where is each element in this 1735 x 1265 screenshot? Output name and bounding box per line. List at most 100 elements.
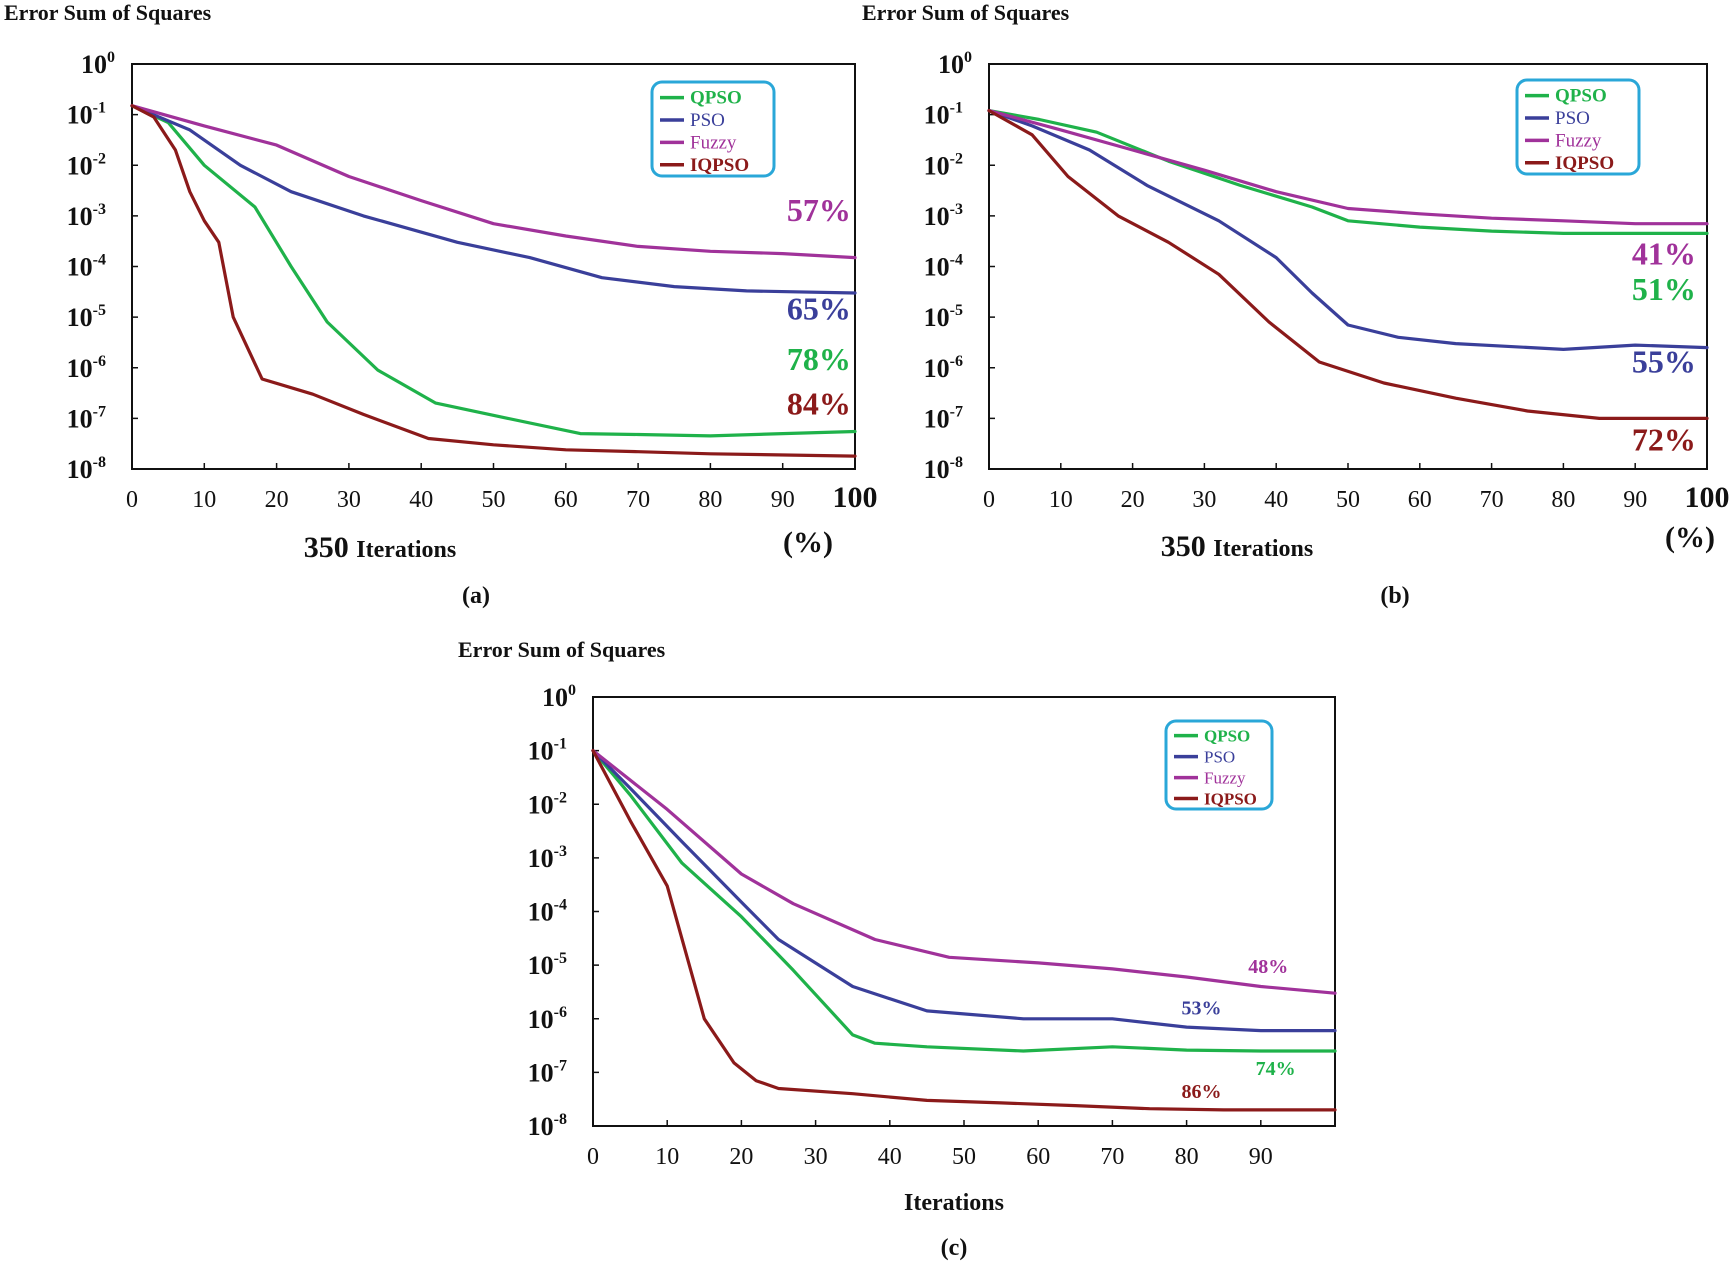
series-line-pso xyxy=(591,748,1337,1033)
y-tick-label: 10-2 xyxy=(67,150,106,180)
legend-label-pso: PSO xyxy=(690,110,725,131)
y-axis-label: Error Sum of Squares xyxy=(4,0,212,25)
x-tick-label: 100 xyxy=(1685,481,1730,514)
y-tick-label: 10-8 xyxy=(67,454,106,484)
y-tick-label: 10-3 xyxy=(67,201,106,231)
legend-label-iqpso: IQPSO xyxy=(1555,153,1614,174)
y-tick-label: 10-2 xyxy=(924,150,963,180)
annotation-iqpso: 72% xyxy=(1632,422,1696,458)
x-tick-label: 0 xyxy=(587,1144,599,1170)
x-tick-label: 60 xyxy=(1408,487,1432,513)
series-line-iqpso xyxy=(591,748,1337,1112)
y-tick-label: 10-1 xyxy=(67,100,106,130)
annotation-fuzzy: 41% xyxy=(1632,235,1696,271)
series-line-pso xyxy=(987,108,1709,351)
y-tick-label: 10-6 xyxy=(924,353,963,383)
annotation-fuzzy: 48% xyxy=(1248,956,1288,978)
x-tick-label: 10 xyxy=(1049,487,1073,513)
y-tick-label: 10-1 xyxy=(924,100,963,130)
y-tick-label: 10-6 xyxy=(528,1004,567,1034)
y-tick-label: 10-8 xyxy=(924,454,963,484)
legend-label-fuzzy: Fuzzy xyxy=(1555,130,1602,151)
y-tick-label: 10-5 xyxy=(924,302,963,332)
y-tick-label: 10-7 xyxy=(924,403,963,433)
x-tick-label: 10 xyxy=(192,487,216,513)
y-tick-label: 10-2 xyxy=(528,789,567,819)
y-axis-label: Error Sum of Squares xyxy=(862,0,1070,25)
y-tick-label: 10-5 xyxy=(67,302,106,332)
x-tick-label: 40 xyxy=(409,487,433,513)
x-tick-label: 70 xyxy=(1480,487,1504,513)
x-tick-label: 100 xyxy=(833,481,878,514)
x-axis-label: Iterations xyxy=(904,1190,1004,1216)
annotation-fuzzy: 57% xyxy=(787,192,851,228)
legend-box xyxy=(1515,78,1641,176)
x-tick-label: 30 xyxy=(337,487,361,513)
y-tick-label: 10-7 xyxy=(528,1057,567,1087)
x-tick-label: 50 xyxy=(1336,487,1360,513)
x-tick-label: 80 xyxy=(1551,487,1575,513)
annotation-qpso: 51% xyxy=(1632,271,1696,307)
legend-label-fuzzy: Fuzzy xyxy=(1204,769,1246,788)
y-tick-label: 10-6 xyxy=(67,353,106,383)
x-tick-label: 20 xyxy=(729,1144,753,1170)
series-line-iqpso xyxy=(130,104,857,458)
x-tick-label: 20 xyxy=(265,487,289,513)
y-tick-label: 10-4 xyxy=(924,252,963,282)
panel-b: Error Sum of Squares10010-110-210-310-41… xyxy=(862,0,1730,609)
y-tick-label: 100 xyxy=(81,49,115,79)
annotation-pso: 53% xyxy=(1181,998,1221,1020)
legend-label-iqpso: IQPSO xyxy=(1204,790,1257,809)
x-tick-label: 70 xyxy=(626,487,650,513)
y-tick-label: 10-8 xyxy=(528,1111,567,1141)
x-tick-label: 0 xyxy=(983,487,995,513)
x-tick-label: 50 xyxy=(482,487,506,513)
series-line-iqpso xyxy=(987,108,1709,420)
annotation-qpso: 74% xyxy=(1256,1058,1296,1080)
panel-a: Error Sum of Squares10010-110-210-310-41… xyxy=(4,0,878,609)
x-tick-label: 90 xyxy=(1249,1144,1273,1170)
x-tick-label: 90 xyxy=(1623,487,1647,513)
y-tick-label: 10-7 xyxy=(67,403,106,433)
x-tick-label: 60 xyxy=(1026,1144,1050,1170)
y-axis-label: Error Sum of Squares xyxy=(458,637,666,662)
annotation-iqpso: 86% xyxy=(1181,1081,1221,1103)
y-tick-label: 10-1 xyxy=(528,736,567,766)
legend-box xyxy=(650,80,776,178)
y-tick-label: 10-4 xyxy=(528,897,567,927)
legend-box xyxy=(1164,719,1274,811)
x-tick-label: 30 xyxy=(804,1144,828,1170)
x-tick-label: 80 xyxy=(698,487,722,513)
x-tick-label: 40 xyxy=(878,1144,902,1170)
series-line-qpso xyxy=(987,108,1709,235)
legend-label-iqpso: IQPSO xyxy=(690,155,749,176)
annotation-pso: 65% xyxy=(787,290,851,326)
y-tick-label: 10-3 xyxy=(924,201,963,231)
x-axis-label: 350 Iterations xyxy=(304,531,456,564)
series-line-qpso xyxy=(130,104,857,438)
x-tick-label: 80 xyxy=(1175,1144,1199,1170)
x-tick-label: 30 xyxy=(1192,487,1216,513)
annotation-iqpso: 84% xyxy=(787,385,851,421)
series-line-fuzzy xyxy=(591,748,1337,995)
series-line-pso xyxy=(130,104,857,295)
x-tick-label: 50 xyxy=(952,1144,976,1170)
x-axis-unit: (%) xyxy=(1665,521,1715,554)
legend-label-fuzzy: Fuzzy xyxy=(690,132,737,153)
y-tick-label: 100 xyxy=(938,49,972,79)
panel-caption: (b) xyxy=(1380,583,1409,609)
legend-label-qpso: QPSO xyxy=(690,88,742,109)
x-tick-label: 10 xyxy=(655,1144,679,1170)
legend-label-pso: PSO xyxy=(1555,108,1590,129)
panel-c: Error Sum of Squares 10 0 10-1 10-2 10-3 10-4 1… xyxy=(458,637,1337,1261)
y-tick-label: 10-3 xyxy=(528,843,567,873)
panel-caption: (c) xyxy=(941,1235,968,1261)
panel-caption: (a) xyxy=(462,583,490,609)
series-line-fuzzy xyxy=(130,104,857,260)
legend-label-qpso: QPSO xyxy=(1555,86,1607,107)
annotation-qpso: 78% xyxy=(787,341,851,377)
